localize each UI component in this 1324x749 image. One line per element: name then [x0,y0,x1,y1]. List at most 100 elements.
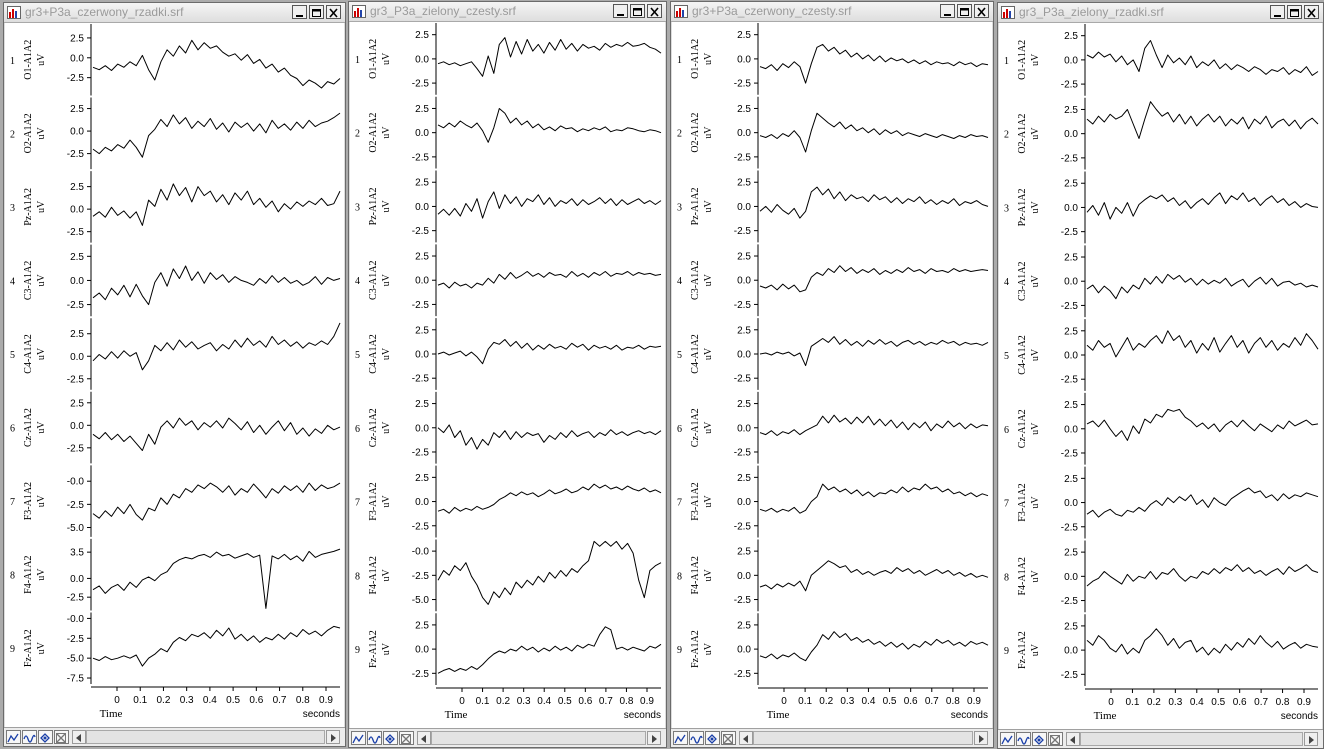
channel-name: Fz-A1A2 [690,630,701,668]
x-tick-label: 0.2 [1147,697,1161,708]
x-tick-label: 0 [781,696,787,707]
y-tick-label: 0.0 [737,128,751,139]
y-tick-label: 2.5 [70,182,84,193]
channel-name: C3-A1A2 [1017,261,1028,300]
waveform-window-2[interactable]: gr3_P3a_zielony_czesty.srf 1 O1-A1A2 uV 2.5 0… [348,1,667,748]
y-tick-label: 2.5 [415,399,429,410]
zoom-tool-button[interactable] [6,730,21,744]
minimize-button[interactable] [940,4,955,18]
y-tick-label: 0.0 [737,276,751,287]
waveform-svg: 1 O1-A1A2 uV2.50.0-2.52 O2-A1A2 uV2.50.0-2.5… [10,24,341,720]
channel-name: Cz-A1A2 [1017,409,1028,448]
horizontal-scrollbar[interactable] [753,731,973,745]
scale-tool-button[interactable] [399,731,414,745]
waveform-trace [1086,101,1319,139]
x-tick-label: 0.1 [133,695,147,706]
channel-3: 3 Pz-A1A2 uV 2.5 0.0 -2.5 [677,170,989,243]
channel-name: O2-A1A2 [368,113,379,153]
y-tick-label: 2.5 [70,329,84,340]
y-tick-label: 2.5 [1064,105,1078,116]
y-tick-label: -2.5 [1061,670,1079,681]
channel-number: 3 [677,202,682,213]
y-tick-label: 0.0 [415,202,429,213]
scroll-right-button[interactable] [326,730,340,744]
y-tick-label: 2.5 [1064,621,1078,632]
waveform-tool-button[interactable] [22,730,37,744]
window-titlebar[interactable]: gr3_P3a_zielony_rzadki.srf [998,3,1323,23]
scroll-left-button[interactable] [417,731,431,745]
y-tick-label: -2.5 [1061,448,1079,459]
cursor-tool-button[interactable] [705,731,720,745]
window-titlebar[interactable]: gr3+P3a_czerwony_rzadki.srf [4,3,345,23]
maximize-button[interactable] [630,4,645,18]
x-tick-label: 0.5 [558,696,572,707]
y-tick-label: 0.0 [737,350,751,361]
zoom-tool-button[interactable] [673,731,688,745]
zoom-tool-button[interactable] [1000,732,1015,746]
scroll-right-button[interactable] [974,731,988,745]
horizontal-scrollbar[interactable] [431,731,646,745]
waveform-window-4[interactable]: gr3_P3a_zielony_rzadki.srf 1 O1-A1A2 uV 2.5 0… [997,2,1324,749]
scroll-right-button[interactable] [647,731,661,745]
waveform-tool-button[interactable] [689,731,704,745]
scale-tool-button[interactable] [1048,732,1063,746]
waveform-svg: 1 O1-A1A2 uV2.50.0-2.52 O2-A1A2 uV2.50.0-2.5… [355,23,662,721]
close-icon [977,7,986,17]
cursor-tool-button[interactable] [38,730,53,744]
maximize-button[interactable] [309,5,324,19]
window-titlebar[interactable]: gr3+P3a_czerwony_czesty.srf [671,2,993,22]
channel-6: 6 Cz-A1A2 uV 2.5 0.0 -2.5 [677,391,989,464]
scale-tool-button[interactable] [721,731,736,745]
channel-name: F3-A1A2 [690,482,701,520]
x-tick-label: 0.9 [967,696,981,707]
channel-1: 1 O1-A1A2 uV 2.5 0.0 -2.5 [355,23,662,95]
scroll-left-button[interactable] [72,730,86,744]
y-tick-label: -2.5 [1061,80,1079,91]
channel-name: C4-A1A2 [1017,335,1028,374]
minimize-button[interactable] [1270,5,1285,19]
waveform-tool-button[interactable] [1016,732,1031,746]
maximize-button[interactable] [957,4,972,18]
scale-tool-icon [723,734,733,744]
y-tick-label: 2.5 [415,620,429,631]
scroll-right-button[interactable] [1304,732,1318,746]
horizontal-scrollbar[interactable] [1080,732,1303,746]
close-button[interactable] [1304,5,1319,19]
x-tick-label: 0.1 [1125,697,1139,708]
channel-name: F3-A1A2 [1017,483,1028,521]
channel-unit: uV [36,347,47,360]
channel-1: 1 O1-A1A2 uV 2.5 0.0 -2.5 [10,24,341,96]
minimize-button[interactable] [292,5,307,19]
y-tick-label: 2.5 [1064,31,1078,42]
horizontal-scrollbar[interactable] [86,730,325,744]
y-tick-label: 2.5 [415,104,429,115]
maximize-button[interactable] [1287,5,1302,19]
window-titlebar[interactable]: gr3_P3a_zielony_czesty.srf [349,2,666,22]
close-button[interactable] [647,4,662,18]
scroll-left-button[interactable] [739,731,753,745]
minimize-button[interactable] [613,4,628,18]
scale-tool-button[interactable] [54,730,69,744]
close-button[interactable] [974,4,989,18]
maximize-icon [633,8,642,16]
y-tick-label: 2.5 [70,252,84,263]
cursor-tool-button[interactable] [1032,732,1047,746]
y-tick-label: 2.5 [70,104,84,115]
x-tick-label: 0.5 [1211,697,1225,708]
waveform-window-1[interactable]: gr3+P3a_czerwony_rzadki.srf 1 O1-A1A2 uV 2.5… [3,2,346,747]
y-tick-label: 0.0 [1064,55,1078,66]
zoom-tool-button[interactable] [351,731,366,745]
chevron-right-icon [1309,736,1314,744]
waveform-tool-button[interactable] [367,731,382,745]
y-tick-label: -2.5 [412,447,430,458]
y-tick-label: 0.0 [70,574,84,585]
channel-1: 1 O1-A1A2 uV 2.5 0.0 -2.5 [1004,24,1319,96]
channel-unit: uV [381,568,392,581]
scroll-left-button[interactable] [1066,732,1080,746]
y-tick-label: 0.0 [1064,498,1078,509]
waveform-window-3[interactable]: gr3+P3a_czerwony_czesty.srf 1 O1-A1A2 uV 2.5… [670,1,994,748]
close-button[interactable] [326,5,341,19]
waveform-trace [437,191,662,219]
cursor-tool-button[interactable] [383,731,398,745]
channel-unit: uV [703,52,714,65]
